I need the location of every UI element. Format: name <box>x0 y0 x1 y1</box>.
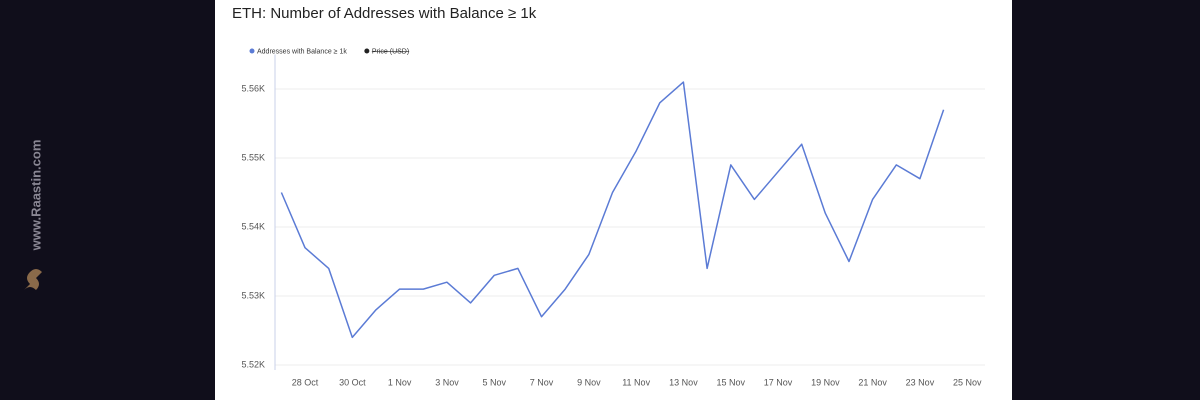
y-tick-label: 5.54K <box>241 221 265 231</box>
x-tick-label: 25 Nov <box>953 377 982 387</box>
x-tick-label: 5 Nov <box>482 377 506 387</box>
data-line <box>280 81 945 339</box>
y-tick-label: 5.53K <box>241 290 265 300</box>
chart-title: ETH: Number of Addresses with Balance ≥ … <box>232 5 537 22</box>
x-tick-label: 19 Nov <box>811 377 840 387</box>
chart-panel <box>215 0 1012 400</box>
side-panel <box>0 0 215 400</box>
x-tick-label: 7 Nov <box>530 377 554 387</box>
x-tick-label: 3 Nov <box>435 377 459 387</box>
x-tick-label: 28 Oct <box>292 377 319 387</box>
x-tick-label: 17 Nov <box>764 377 793 387</box>
logo <box>24 269 42 290</box>
y-tick-label: 5.55K <box>241 152 265 162</box>
watermark: www.Raastin.com <box>28 140 43 252</box>
y-tick-label: 5.56K <box>241 83 265 93</box>
x-tick-label: 13 Nov <box>669 377 698 387</box>
x-tick-label: 23 Nov <box>906 377 935 387</box>
x-tick-label: 15 Nov <box>716 377 745 387</box>
x-tick-label: 9 Nov <box>577 377 601 387</box>
x-tick-label: 11 Nov <box>622 377 650 387</box>
legend-dot <box>249 48 255 54</box>
x-tick-label: 1 Nov <box>388 377 412 387</box>
x-tick-label: 30 Oct <box>339 377 366 387</box>
side-panel <box>1012 0 1200 400</box>
legend-dot <box>364 48 370 54</box>
y-tick-label: 5.52K <box>241 359 265 369</box>
legend-label: Addresses with Balance ≥ 1k <box>257 48 347 55</box>
x-tick-label: 21 Nov <box>858 377 887 387</box>
legend-label: Price (USD) <box>372 48 409 55</box>
